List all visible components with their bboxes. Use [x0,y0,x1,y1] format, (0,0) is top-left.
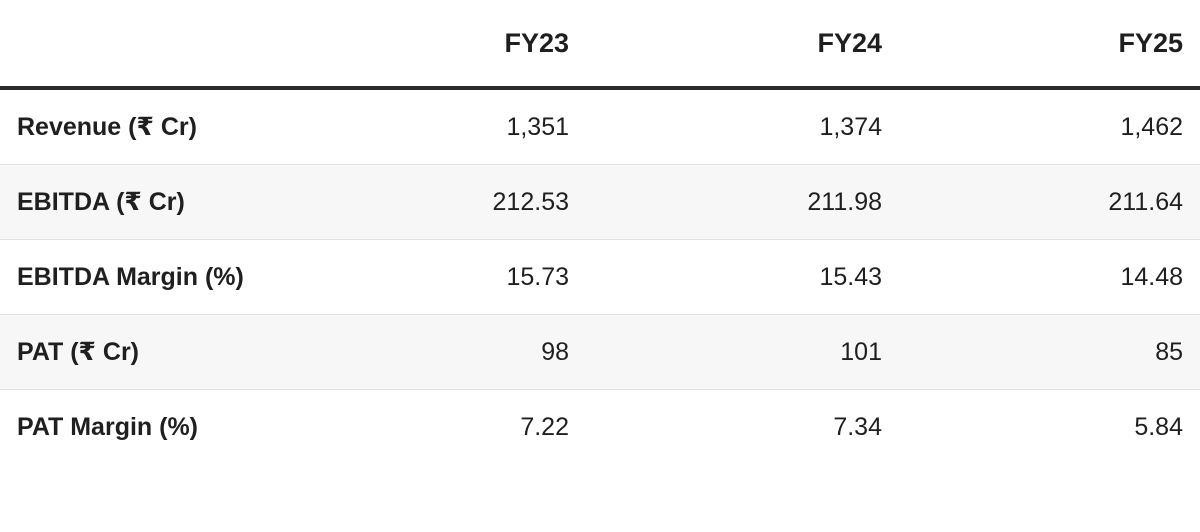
cell-value: 5.84 [1134,412,1183,441]
row-label: Revenue (₹ Cr) [0,88,400,165]
cell-value: 15.43 [586,239,899,315]
cell-value: 211.64 [899,164,1200,240]
table-row: EBITDA (₹ Cr) 212.53 211.98 211.64 [0,164,1200,240]
header-cell: FY24 [586,0,899,90]
table-row: EBITDA Margin (%) 15.73 15.43 14.48 [0,239,1200,315]
row-label: EBITDA Margin (%) [0,239,400,315]
table-body: Revenue (₹ Cr) 1,351 1,374 1,462 EBITDA (₹ C… [0,88,1200,464]
cell-value: 15.73 [400,239,586,315]
header-row: FY23 FY24 FY25 [0,0,1200,90]
row-label: EBITDA (₹ Cr) [0,164,400,240]
header-cell: FY23 [400,0,586,90]
cell-value: 14.48 [899,239,1200,315]
cell-value: 1,462 [899,88,1200,165]
row-label: PAT Margin (%) [17,412,199,441]
header-cell: FY25 [899,0,1200,90]
cell-value: 7.34 [833,412,882,441]
cell-value: 101 [586,314,899,390]
cell-value: 211.98 [586,164,899,240]
table-row: PAT (₹ Cr) 98 101 85 [0,314,1200,390]
cell-value: 7.22 [520,412,569,441]
cell-value: 212.53 [400,164,586,240]
row-label: PAT (₹ Cr) [0,314,400,390]
header-cell [0,0,400,90]
table-row: Revenue (₹ Cr) 1,351 1,374 1,462 [0,88,1200,165]
financial-table: FY23 FY24 FY25 Revenue (₹ Cr) 1,351 1,374 1,4… [0,0,1200,464]
cell-value: 1,374 [586,88,899,165]
table-row: PAT Margin (%) 7.22 7.34 5.84 [0,390,1200,465]
cell-value: 85 [899,314,1200,390]
cell-value: 98 [400,314,586,390]
cell-value: 1,351 [400,88,586,165]
